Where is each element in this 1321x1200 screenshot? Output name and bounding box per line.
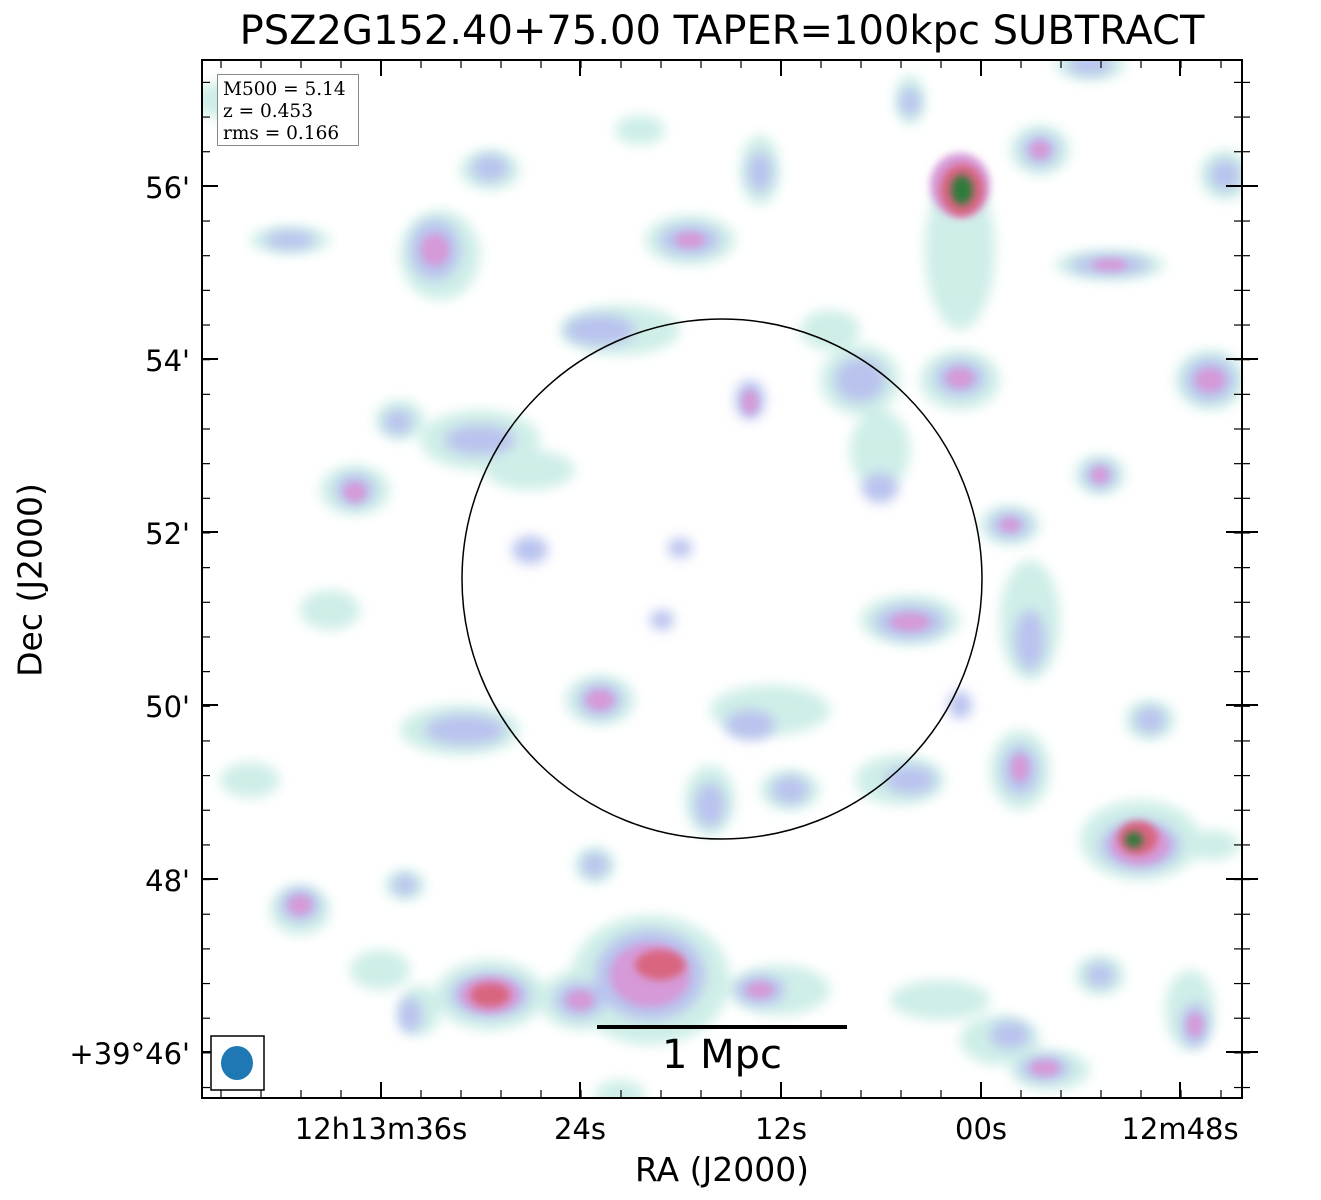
map-background (202, 60, 1242, 1098)
y-tick-label: 54' (145, 344, 190, 378)
plot-frame (201, 59, 1243, 1099)
y-axis-label: Dec (J2000) (10, 483, 50, 677)
x-tick-label: 24s (553, 1112, 607, 1146)
redshift-label: z = 0.453 (223, 101, 313, 122)
x-axis-label: RA (J2000) (634, 1150, 810, 1189)
peak-emission-layer (951, 175, 1143, 848)
x-tick-label: 12m48s (1121, 1112, 1239, 1146)
y-tick-label: 48' (145, 864, 190, 898)
rms-label: rms = 0.166 (223, 123, 340, 144)
high-emission-layer (470, 164, 1158, 1007)
y-tick-label: 52' (145, 517, 190, 551)
mass-label: M500 = 5.14 (223, 79, 346, 100)
r500-circle (461, 318, 983, 840)
x-tick-label: 12s (754, 1112, 808, 1146)
y-tick-label: +39°46' (69, 1037, 190, 1071)
figure-title: PSZ2G152.40+75.00 TAPER=100kpc SUBTRACT (239, 8, 1205, 54)
x-tick-label: 00s (954, 1112, 1008, 1146)
y-tick-label: 56' (145, 171, 190, 205)
x-tick-label: 12h13m36s (294, 1112, 468, 1146)
y-tick-label: 50' (145, 690, 190, 724)
cluster-info-box: M500 = 5.14 z = 0.453 rms = 0.166 (217, 74, 359, 146)
x-major-ticks (380, 60, 1181, 1098)
scale-bar-label: 1 Mpc (661, 1032, 783, 1078)
beam-ellipse (221, 1046, 253, 1080)
emission-map (202, 60, 1242, 1098)
